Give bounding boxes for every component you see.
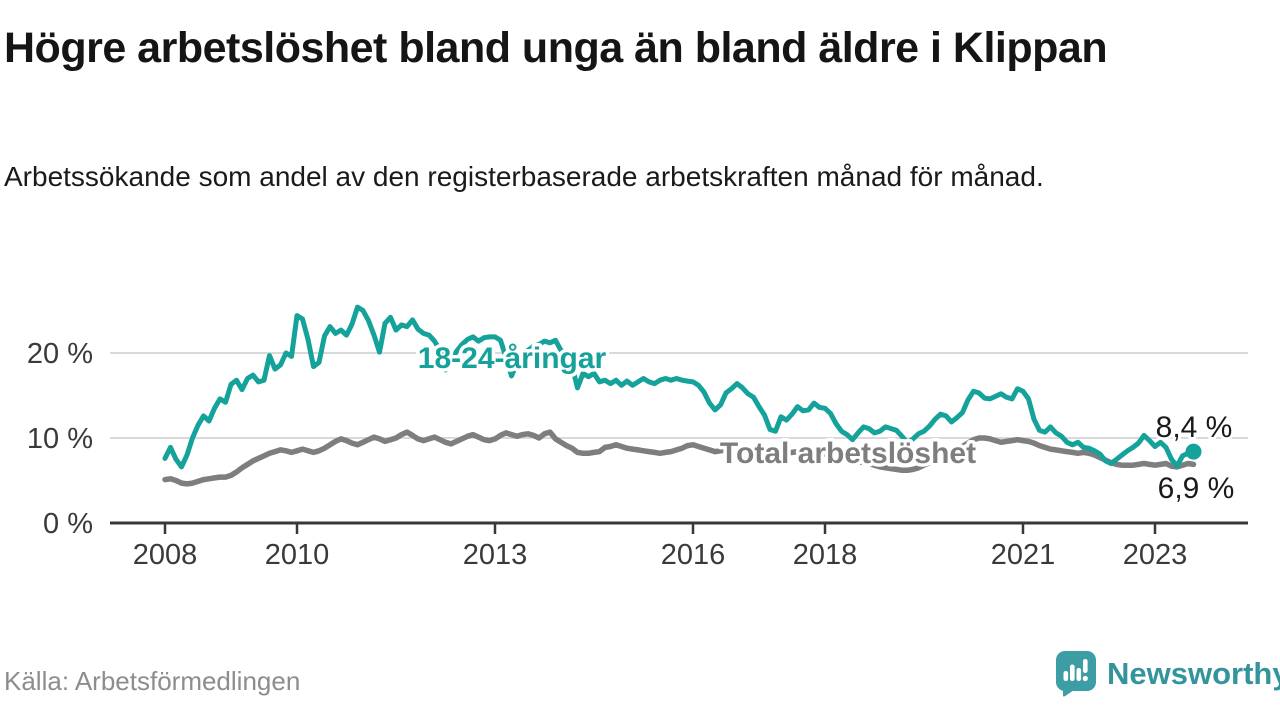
x-tick-label: 2016 [661, 539, 726, 571]
youth-series-label: 18-24-åringar [418, 342, 607, 375]
brand-name: Newsworthy [1107, 656, 1280, 691]
x-tick-label: 2008 [133, 539, 198, 571]
y-axis-labels: 0 % 10 % 20 % [27, 338, 93, 540]
page-title: Högre arbetslöshet bland unga än bland ä… [4, 24, 1108, 72]
total-series-label: Total arbetslöshet [720, 437, 976, 470]
total-series-line [162, 429, 1197, 487]
x-tick-label: 2010 [265, 539, 330, 571]
brand-lockup: Newsworthy [1056, 651, 1280, 697]
youth-series-line [162, 304, 1196, 470]
x-tick-label: 2023 [1123, 539, 1188, 571]
x-tick-label: 2013 [463, 539, 528, 571]
y-tick-label: 0 % [43, 508, 93, 540]
youth-end-value-label: 8,4 % [1156, 411, 1233, 444]
total-end-value-label: 6,9 % [1158, 472, 1235, 505]
x-axis-ticks [163, 523, 1157, 534]
x-axis-labels: 2008 2010 2013 2016 2018 2021 2023 [133, 539, 1188, 571]
gridlines [110, 352, 1248, 439]
newsworthy-logo-icon [1056, 651, 1096, 697]
x-tick-label: 2018 [793, 539, 858, 571]
y-tick-label: 20 % [27, 338, 93, 370]
x-tick-label: 2021 [991, 539, 1056, 571]
youth-series-end-dot [1185, 443, 1202, 460]
source-note: Källa: Arbetsförmedlingen [4, 666, 301, 696]
page-subtitle: Arbetssökande som andel av den registerb… [4, 161, 1044, 192]
y-tick-label: 10 % [27, 423, 93, 455]
